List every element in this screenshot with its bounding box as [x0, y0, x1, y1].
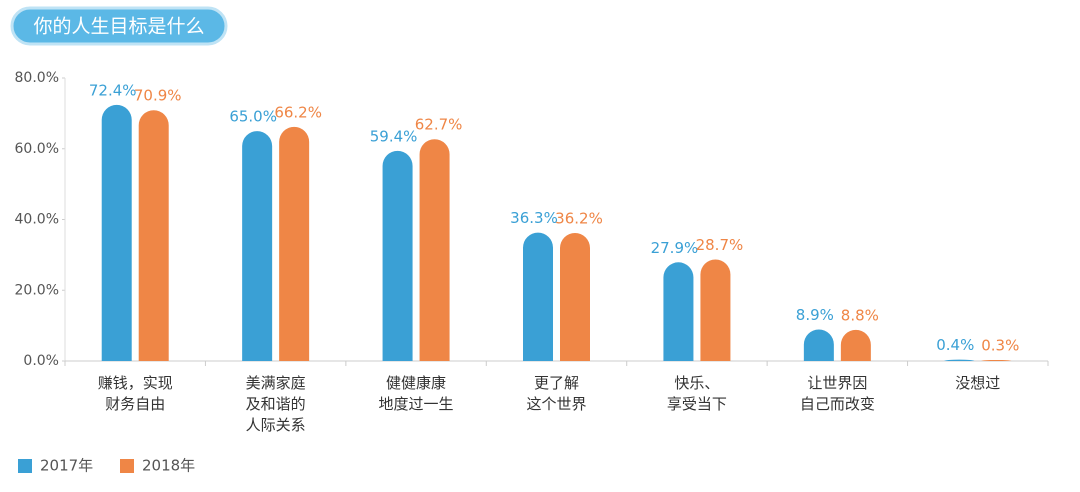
bar [944, 359, 975, 361]
bar [981, 359, 1012, 361]
data-label: 62.7% [415, 116, 463, 134]
data-label: 36.3% [510, 209, 558, 227]
bar [101, 104, 132, 362]
data-label: 8.9% [796, 306, 834, 324]
data-label: 65.0% [229, 108, 277, 126]
x-tick-label: 让世界因 自己而改变 [799, 374, 875, 413]
bar [523, 232, 553, 361]
bar [700, 259, 731, 361]
x-tick-label: 更了解 这个世界 [526, 374, 587, 413]
y-tick-label: 40.0% [15, 212, 59, 228]
data-label: 66.2% [274, 103, 322, 121]
data-label: 27.9% [651, 239, 699, 257]
chart-title: 你的人生目标是什么 [33, 16, 204, 38]
x-tick-label: 美满家庭 及和谐的 人际关系 [245, 374, 306, 434]
x-tick-label: 健健康康 地度过一生 [378, 374, 454, 413]
legend-label: 2018年 [142, 457, 195, 475]
data-label: 8.8% [841, 306, 879, 324]
legend-label: 2017年 [40, 457, 93, 475]
legend-swatch [18, 459, 32, 473]
data-label: 36.2% [555, 209, 603, 227]
x-tick-label: 没想过 [955, 374, 1001, 392]
bar [803, 329, 834, 361]
legend-swatch [120, 459, 134, 473]
y-tick-label: 60.0% [15, 141, 59, 157]
bar [382, 150, 413, 361]
data-label: 28.7% [696, 236, 744, 254]
y-tick-label: 0.0% [23, 353, 59, 369]
bar [138, 110, 169, 361]
title-pill [10, 6, 228, 46]
y-tick-label: 20.0% [15, 282, 59, 298]
x-tick-label: 快乐、 享受当下 [666, 374, 727, 413]
bar [279, 126, 310, 361]
y-tick-label: 80.0% [15, 70, 59, 86]
data-label: 59.4% [370, 127, 418, 145]
bar [242, 131, 273, 361]
bar [419, 139, 450, 361]
bar [663, 262, 694, 361]
bar [840, 329, 871, 361]
x-tick-label: 赚钱，实现 财务自由 [97, 374, 173, 413]
data-label: 0.4% [936, 336, 974, 354]
data-label: 0.3% [981, 336, 1019, 354]
bar [560, 232, 590, 361]
data-label: 72.4% [89, 81, 137, 99]
data-label: 70.9% [134, 87, 182, 105]
